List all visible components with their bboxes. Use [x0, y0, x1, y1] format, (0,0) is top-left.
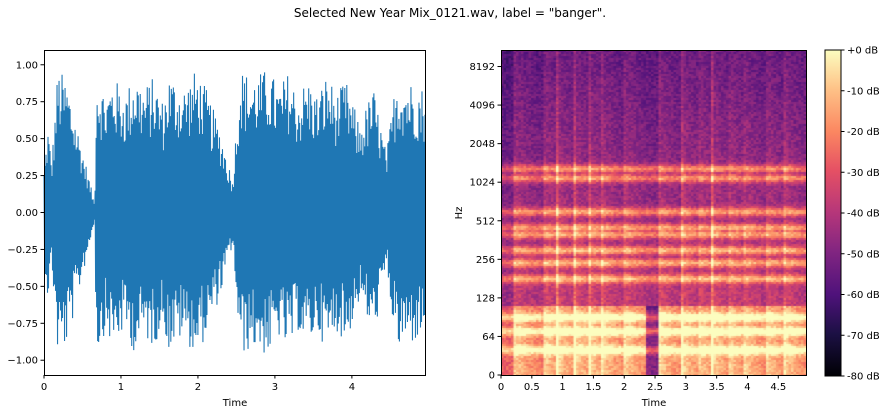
waveform-y-ticks: −1.00 −0.75 −0.50 −0.25 0.00 0.25 0.50 0.75 1.00	[7, 60, 44, 367]
colorbar-gradient	[824, 49, 842, 377]
spectrogram-y-tick-label: 2048	[470, 139, 495, 150]
spectrogram-axes-frame	[501, 50, 807, 376]
spectrogram-y-tick-label: 1024	[470, 178, 495, 189]
waveform-x-tick-label: 1	[118, 382, 124, 393]
waveform-y-tick-label: 0.50	[16, 134, 38, 145]
colorbar-tick-label: -10 dB	[847, 86, 880, 97]
spectrogram-y-tick-label: 512	[476, 216, 495, 227]
colorbar-tick-label: -60 dB	[847, 290, 880, 301]
waveform-x-tick-label: 3	[272, 382, 278, 393]
waveform-series	[43, 72, 426, 353]
waveform-y-tick-label: 1.00	[16, 60, 38, 71]
spectrogram-plot-area	[501, 50, 806, 375]
spectrogram-y-tick-label: 256	[476, 255, 495, 266]
waveform-plot-area	[43, 72, 426, 353]
waveform-y-tick-label: 0.25	[16, 171, 38, 182]
spectrogram-y-tick-label: 128	[476, 293, 495, 304]
colorbar: +0 dB -10 dB -20 dB -30 dB -40 dB -50 dB -60 d…	[824, 46, 880, 383]
spectrogram-y-tick-label: 64	[482, 332, 495, 343]
waveform-y-tick-label: −0.75	[7, 319, 38, 330]
spectrogram-x-tick-label: 4	[744, 382, 750, 393]
waveform-y-tick-label: −1.00	[7, 356, 38, 367]
spectrogram-x-label: Time	[641, 398, 666, 409]
waveform-x-tick-label: 0	[41, 382, 47, 393]
spectrogram-image	[501, 50, 806, 375]
waveform-y-tick-label: −0.50	[7, 282, 38, 293]
figure-title: Selected New Year Mix_0121.wav, label = …	[294, 6, 606, 20]
colorbar-tick-label: -30 dB	[847, 168, 880, 179]
waveform-x-tick-label: 2	[195, 382, 201, 393]
spectrogram-x-tick-label: 1.5	[585, 382, 601, 393]
waveform-y-tick-label: −0.25	[7, 245, 38, 256]
spectrogram-x-tick-label: 4.5	[770, 382, 786, 393]
spectrogram-x-tick-label: 2.5	[647, 382, 663, 393]
spectrogram-panel: 0 64 128 256 512 1024 2048 4096 8192 0 0.5 1 1.5 2 2.…	[454, 50, 807, 409]
spectrogram-x-tick-label: 2	[621, 382, 627, 393]
colorbar-ticks: +0 dB -10 dB -20 dB -30 dB -40 dB -50 dB -60 d…	[841, 46, 880, 383]
waveform-x-ticks: 0 1 2 3 4	[41, 375, 355, 393]
colorbar-tick-label: -20 dB	[847, 127, 880, 138]
spectrogram-y-tick-label: 8192	[470, 62, 495, 73]
colorbar-tick-label: -40 dB	[847, 209, 880, 220]
colorbar-tick-label: -80 dB	[847, 372, 880, 383]
spectrogram-x-ticks: 0 0.5 1 1.5 2 2.5 3 3.5 4 4.5	[498, 375, 786, 393]
waveform-x-label: Time	[222, 398, 247, 409]
waveform-axes-frame	[44, 50, 426, 376]
spectrogram-x-tick-label: 0	[498, 382, 504, 393]
spectrogram-x-tick-label: 0.5	[524, 382, 540, 393]
spectrogram-y-label: Hz	[454, 207, 465, 220]
spectrogram-y-tick-label: 4096	[470, 101, 495, 112]
spectrogram-x-tick-label: 3.5	[709, 382, 725, 393]
colorbar-tick-label: +0 dB	[847, 46, 878, 57]
spectrogram-x-tick-label: 1	[559, 382, 565, 393]
waveform-panel: −1.00 −0.75 −0.50 −0.25 0.00 0.25 0.50 0.75 1.00…	[7, 50, 426, 409]
spectrogram-x-tick-label: 3	[683, 382, 689, 393]
waveform-x-tick-label: 4	[349, 382, 355, 393]
waveform-y-tick-label: 0.75	[16, 97, 38, 108]
waveform-y-tick-label: 0.00	[16, 208, 38, 219]
spectrogram-y-ticks: 0 64 128 256 512 1024 2048 4096 8192	[470, 62, 501, 382]
spectrogram-y-tick-label: 0	[489, 371, 495, 382]
colorbar-tick-label: -70 dB	[847, 331, 880, 342]
colorbar-tick-label: -50 dB	[847, 249, 880, 260]
